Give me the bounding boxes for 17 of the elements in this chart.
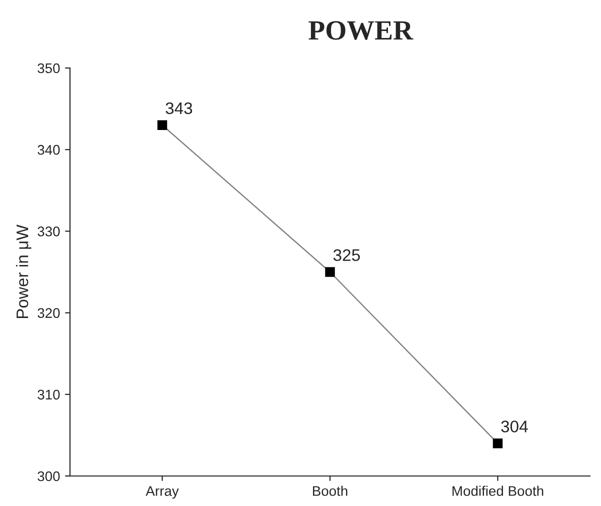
y-tick-label: 310 [38,390,60,400]
x-tick-label: Modified Booth [452,486,544,496]
x-tick-label: Array [146,486,179,499]
y-tick-label: 300 [38,471,60,482]
data-label: 304 [501,420,528,432]
y-tick-label: 340 [38,144,60,155]
data-label: 343 [166,102,192,114]
data-label: 325 [333,249,360,262]
y-tick-label: 330 [38,226,60,236]
chart-title: POWER [308,21,414,40]
point [492,438,503,448]
point [157,120,168,130]
x-tick-label: Booth [312,486,348,496]
y-axis-title: Power in μW [16,224,32,318]
y-tick-label: 350 [38,63,60,74]
point [325,267,335,277]
y-tick-label: 320 [38,308,60,318]
